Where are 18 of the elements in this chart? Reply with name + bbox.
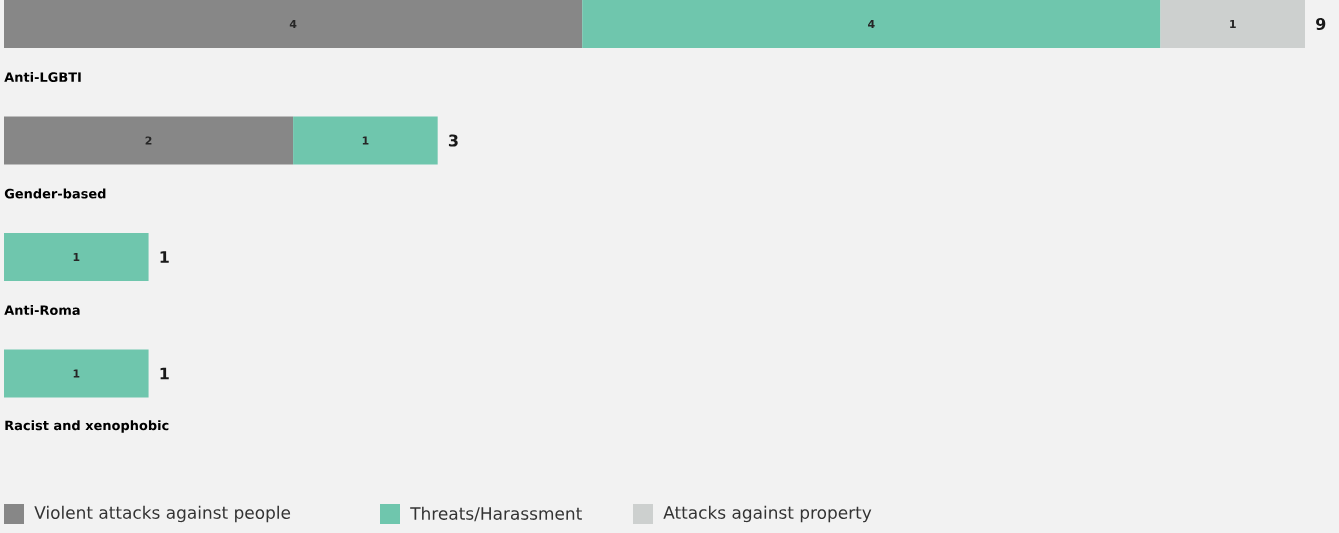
y-tick-label: Gender-based [4, 188, 106, 199]
legend-label: Attacks against property [663, 505, 872, 523]
data-label: 1 [73, 253, 80, 261]
y-tick-label: Racist and xenophobic [5, 420, 169, 433]
data-label: 1 [73, 369, 80, 378]
legend-label: Violent attacks against people [34, 505, 291, 523]
total-label: 3 [448, 134, 458, 147]
total-label: 1 [160, 251, 169, 263]
y-tick-label: Anti-LGBTI [4, 71, 81, 83]
data-label: 2 [145, 136, 152, 145]
data-label: 4 [289, 20, 297, 28]
total-label: 9 [1316, 17, 1326, 31]
data-label: 1 [1230, 20, 1236, 28]
data-label: 4 [868, 20, 875, 28]
data-label: 1 [362, 136, 369, 145]
total-label: 1 [160, 367, 169, 380]
legend-label: Threats/Harassment [410, 506, 582, 522]
y-tick-label: Anti-Roma [4, 304, 80, 316]
